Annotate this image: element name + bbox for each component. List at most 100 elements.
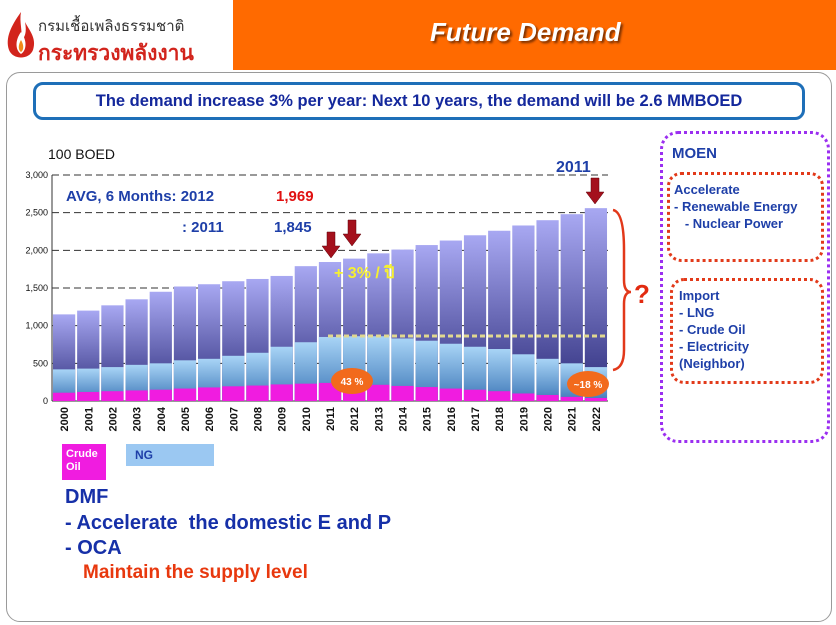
bar-ng — [463, 346, 487, 401]
x-tick-label: 2010 — [301, 407, 313, 431]
bar-ng — [439, 343, 462, 401]
x-tick-label: 2021 — [567, 407, 579, 431]
flame-logo-icon — [7, 12, 35, 58]
top-year-label: 2011 — [556, 159, 591, 176]
bar-crude-oil — [173, 388, 197, 401]
x-tick-label: 2005 — [180, 407, 192, 431]
y-tick-label: 0 — [43, 396, 48, 406]
x-tick-label: 2018 — [494, 407, 506, 431]
avg-2011-label: : 2011 — [182, 219, 224, 236]
x-tick-label: 2001 — [83, 407, 95, 431]
bar-ng — [536, 358, 559, 401]
accelerate-text: Accelerate - Renewable Energy - Nuclear … — [674, 182, 798, 231]
import-text: Import - LNG - Crude Oil - Electricity (… — [679, 288, 750, 371]
badge-18-bubble — [567, 371, 609, 397]
bar-ng — [415, 340, 438, 401]
subtitle-text: The demand increase 3% per year: Next 10… — [95, 92, 743, 110]
maintain-supply-text: Maintain the supply level — [83, 562, 308, 583]
ministry-name: กระทรวงพลังงาน — [38, 42, 194, 65]
bar-crude-oil — [560, 396, 583, 401]
avg-2012-label: AVG, 6 Months: 2012 — [66, 188, 214, 205]
bar-crude-oil — [125, 390, 148, 401]
bar-crude-oil — [463, 389, 487, 401]
bar-crude-oil — [52, 392, 76, 401]
bar-total — [560, 214, 583, 401]
bar-crude-oil — [246, 385, 269, 401]
bar-ng — [391, 338, 414, 401]
range-bracket — [612, 208, 632, 372]
bar-crude-oil — [270, 384, 293, 401]
question-mark: ? — [634, 279, 650, 309]
bar-crude-oil — [391, 385, 414, 401]
page-title: Future Demand — [430, 17, 621, 47]
bar-ng — [512, 354, 535, 401]
growth-label: + 3% / ปี — [334, 263, 394, 282]
bar-total — [536, 220, 559, 401]
arrow-2022 — [585, 177, 605, 205]
import-box — [670, 278, 824, 384]
legend-ng-label: NG — [135, 448, 153, 462]
bar-crude-oil — [439, 388, 462, 401]
bar-crude-oil — [536, 394, 559, 401]
x-tick-label: 2011 — [325, 407, 337, 431]
x-tick-label: 2017 — [470, 407, 482, 431]
header-banner — [233, 0, 836, 70]
dmf-title: DMF — [65, 486, 109, 508]
y-tick-label: 2,500 — [25, 208, 48, 218]
x-tick-label: 2012 — [349, 407, 361, 431]
avg-2012-value: 1,969 — [276, 188, 314, 205]
y-tick-label: 1,500 — [25, 283, 48, 293]
ministry-logo-area: กรมเชื้อเพลิงธรรมชาติ กระทรวงพลังงาน — [0, 0, 233, 70]
x-tick-label: 2015 — [422, 407, 434, 431]
x-tick-label: 2014 — [398, 406, 410, 431]
legend-ng: NG — [126, 444, 214, 466]
badge-18-text: ~18 % — [574, 380, 603, 391]
y-tick-label: 500 — [33, 358, 48, 368]
legend-crude-oil-label: Crude Oil — [66, 448, 98, 473]
y-axis-unit: 100 BOED — [48, 146, 115, 162]
x-tick-label: 2013 — [373, 407, 385, 431]
moen-box — [660, 131, 830, 443]
bar-crude-oil — [198, 387, 221, 401]
avg-2011-value: 1,845 — [274, 219, 312, 236]
arrow-2012 — [342, 219, 362, 247]
bar-crude-oil — [584, 397, 608, 401]
x-tick-label: 2016 — [446, 407, 458, 431]
bar-crude-oil — [294, 383, 317, 401]
bar-crude-oil — [367, 384, 390, 401]
arrow-2011 — [321, 231, 341, 259]
y-tick-label: 1,000 — [25, 321, 48, 331]
y-tick-label: 2,000 — [25, 245, 48, 255]
bar-ng — [488, 349, 511, 401]
x-tick-label: 2006 — [204, 407, 216, 431]
x-tick-label: 2020 — [543, 407, 555, 431]
dmf-line-oca: - OCA — [65, 537, 122, 559]
bar-crude-oil — [222, 386, 245, 401]
x-tick-label: 2002 — [107, 407, 119, 431]
x-tick-label: 2004 — [156, 406, 168, 431]
bar-crude-oil — [488, 391, 511, 401]
bar-crude-oil — [101, 391, 124, 401]
x-tick-label: 2022 — [591, 407, 603, 431]
x-tick-label: 2008 — [252, 407, 264, 431]
bar-total — [584, 208, 608, 401]
badge-43-text: 43 % — [341, 377, 364, 388]
y-tick-label: 3,000 — [25, 170, 48, 180]
badge-43-bubble — [331, 368, 373, 394]
x-tick-label: 2003 — [132, 407, 144, 431]
bar-crude-oil — [149, 389, 172, 401]
x-tick-label: 2000 — [59, 407, 71, 431]
department-name: กรมเชื้อเพลิงธรรมชาติ — [38, 18, 185, 35]
accelerate-box — [667, 172, 824, 262]
subtitle-box: The demand increase 3% per year: Next 10… — [33, 82, 805, 120]
dmf-line-accelerate: - Accelerate the domestic E and P — [65, 512, 392, 534]
bar-crude-oil — [512, 393, 535, 401]
x-tick-label: 2019 — [518, 407, 530, 431]
x-tick-label: 2007 — [228, 407, 240, 431]
legend-crude-oil: Crude Oil — [62, 444, 106, 480]
moen-title: MOEN — [672, 145, 717, 162]
x-tick-label: 2009 — [277, 407, 289, 431]
bar-crude-oil — [415, 387, 438, 401]
bar-crude-oil — [77, 391, 100, 401]
